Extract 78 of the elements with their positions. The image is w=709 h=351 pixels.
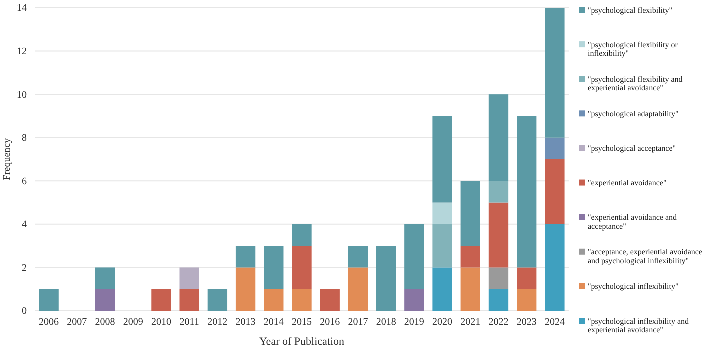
y-tick-label: 10 — [17, 90, 27, 101]
x-tick-label: 2006 — [39, 317, 60, 328]
y-tick-label: 6 — [22, 176, 27, 188]
bar — [320, 289, 340, 311]
x-tick-label: 2019 — [404, 317, 424, 328]
y-tick-label: 8 — [22, 133, 27, 144]
x-tick-label: 2011 — [180, 317, 200, 328]
legend-label: "psychological inflexibility and experiential avoidance" — [588, 316, 690, 335]
legend-label: "experiential avoidance" — [588, 178, 667, 188]
x-tick-label: 2024 — [544, 317, 565, 328]
y-tick-label: 4 — [22, 220, 27, 231]
legend-label: "psychological flexibility or inflexibility" — [588, 40, 678, 58]
x-tick-label: 2021 — [460, 317, 481, 328]
x-tick-label: 2010 — [151, 317, 172, 328]
x-tick-label: 2017 — [348, 317, 368, 328]
bar — [95, 268, 116, 290]
bar — [180, 268, 200, 290]
bar — [236, 268, 256, 311]
bar — [39, 289, 59, 311]
bar — [404, 289, 424, 311]
bar — [208, 289, 228, 311]
bar — [292, 289, 312, 311]
bar — [488, 268, 509, 290]
y-tick-label: 2 — [22, 262, 27, 274]
x-tick-label: 2014 — [264, 317, 284, 328]
legend-label: "psychological acceptance" — [588, 144, 676, 154]
bar — [180, 289, 200, 311]
x-tick-label: 2022 — [488, 317, 509, 328]
bar — [95, 289, 116, 311]
bar — [432, 224, 452, 268]
x-tick-label: 2008 — [95, 317, 116, 328]
bar — [545, 160, 565, 224]
bar — [517, 116, 537, 268]
bar — [376, 246, 396, 311]
bar — [292, 246, 312, 290]
y-tick-label: 0 — [22, 306, 27, 318]
bar — [460, 181, 480, 246]
bar — [488, 94, 509, 182]
bar — [460, 268, 480, 311]
bar — [488, 202, 509, 268]
legend-label: "psychological flexibility and experiential avoidance" — [588, 74, 683, 93]
bar — [545, 8, 565, 138]
bar — [152, 289, 172, 311]
bar — [348, 246, 368, 268]
bar — [517, 268, 537, 290]
bar — [404, 224, 424, 290]
bar — [545, 224, 565, 311]
bar — [488, 181, 509, 203]
bar — [348, 268, 368, 311]
x-tick-label: 2013 — [236, 317, 256, 328]
x-tick-label: 2007 — [67, 317, 88, 328]
legend-label: "psychological adaptability" — [588, 109, 679, 118]
bar — [517, 289, 537, 311]
bar — [545, 138, 565, 160]
bar — [264, 289, 284, 311]
x-tick-label: 2015 — [292, 317, 312, 328]
x-tick-label: 2023 — [516, 317, 537, 328]
y-tick-label: 12 — [17, 46, 27, 58]
bar — [264, 246, 284, 290]
bar — [236, 246, 256, 268]
bar — [432, 202, 452, 224]
bar — [488, 289, 509, 311]
x-tick-label: 2018 — [376, 317, 396, 328]
legend-label: "psychological flexibility" — [588, 6, 673, 15]
y-tick-label: 14 — [17, 3, 27, 14]
x-tick-label: 2020 — [432, 317, 453, 328]
bar — [432, 116, 452, 203]
x-tick-label: 2012 — [208, 317, 228, 328]
bar — [460, 246, 480, 268]
x-tick-label: 2009 — [123, 317, 144, 328]
y-axis-title: Frequency — [2, 138, 13, 181]
x-tick-label: 2016 — [320, 317, 340, 328]
legend-label: "experiential avoidance and acceptance" — [588, 213, 677, 231]
legend-label: "acceptance, experiential avoidance and psychological inflexibility" — [588, 248, 703, 266]
bar — [432, 268, 452, 311]
legend-label: "psychological inflexibility" — [588, 282, 679, 292]
bar — [292, 224, 312, 246]
x-axis-title: Year of Publication — [259, 336, 346, 348]
